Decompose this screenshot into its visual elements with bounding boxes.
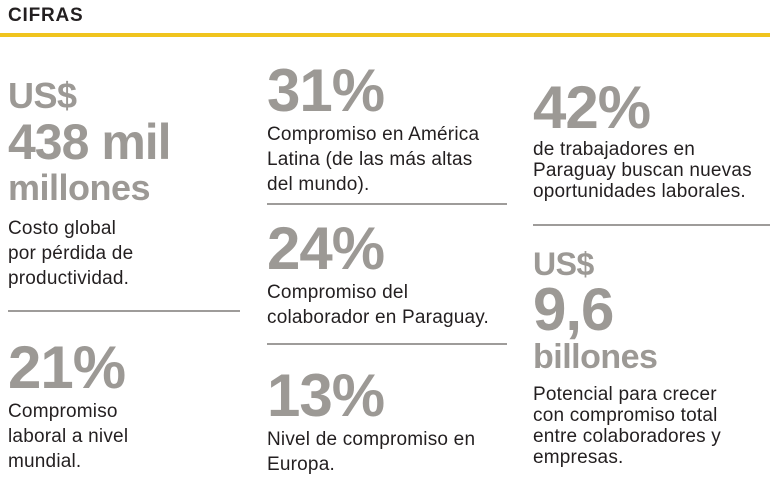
description-line: entre colaboradores y xyxy=(533,426,721,447)
description-line: Costo global xyxy=(8,218,117,239)
stat-description: Compromiso del colaborador en Paraguay. xyxy=(267,280,507,330)
accent-rule xyxy=(0,33,770,37)
stat-latam-engagement: 31% Compromiso en América Latina (de las… xyxy=(267,60,507,197)
description-line: Compromiso en América xyxy=(267,124,480,145)
description-line: oportunidades laborales. xyxy=(533,181,746,202)
description-line: Nivel de compromiso en xyxy=(267,429,476,450)
stat-paraguay-engagement: 24% Compromiso del colaborador en Paragu… xyxy=(267,218,507,330)
stat-value: 9,6 xyxy=(533,276,614,343)
stat-unit-suffix: billones xyxy=(533,338,658,376)
stat-global-cost: US$ 438 mil millones Costo global por pé… xyxy=(8,76,240,291)
description-line: Latina (de las más altas xyxy=(267,149,473,170)
description-line: productividad. xyxy=(8,268,130,289)
stat-description: Compromiso laboral a nivel mundial. xyxy=(8,399,240,474)
description-line: por pérdida de xyxy=(8,243,134,264)
description-line: Compromiso del xyxy=(267,282,409,303)
stat-value: 42% xyxy=(533,74,651,141)
description-line: Potencial para crecer xyxy=(533,384,717,405)
description-line: Compromiso xyxy=(8,401,118,422)
column-middle: 31% Compromiso en América Latina (de las… xyxy=(267,0,507,488)
column-right: 42% de trabajadores en Paraguay buscan n… xyxy=(533,0,770,488)
description-line: laboral a nivel xyxy=(8,426,129,447)
section-divider xyxy=(533,224,770,226)
stat-value: 24% xyxy=(267,215,385,282)
stat-job-seekers: 42% de trabajadores en Paraguay buscan n… xyxy=(533,74,770,203)
stat-growth-potential: US$ 9,6 billones Potencial para crecer c… xyxy=(533,246,770,468)
stat-value: 13% xyxy=(267,362,385,429)
stat-value: 31% xyxy=(267,57,385,124)
stat-currency-prefix: US$ xyxy=(533,246,594,282)
description-line: del mundo). xyxy=(267,174,370,195)
stat-description: Compromiso en América Latina (de las más… xyxy=(267,122,507,197)
stat-value: 21% xyxy=(8,334,126,401)
description-line: con compromiso total xyxy=(533,405,718,426)
stat-unit-suffix: millones xyxy=(8,167,151,208)
page-title: CIFRAS xyxy=(8,5,84,26)
stat-description: Nivel de compromiso en Europa. xyxy=(267,427,507,477)
stat-world-engagement: 21% Compromiso laboral a nivel mundial. xyxy=(8,337,240,474)
stat-description: Costo global por pérdida de productivida… xyxy=(8,216,240,291)
stat-description: de trabajadores en Paraguay buscan nueva… xyxy=(533,139,770,202)
section-divider xyxy=(8,310,240,312)
description-line: de trabajadores en xyxy=(533,139,696,160)
stat-europe-engagement: 13% Nivel de compromiso en Europa. xyxy=(267,365,507,477)
stat-description: Potencial para crecer con compromiso tot… xyxy=(533,384,770,468)
column-left: US$ 438 mil millones Costo global por pé… xyxy=(8,0,240,488)
description-line: Europa. xyxy=(267,454,335,475)
description-line: Paraguay buscan nuevas xyxy=(533,160,752,181)
description-line: colaborador en Paraguay. xyxy=(267,307,490,328)
stat-currency-prefix: US$ xyxy=(8,75,77,116)
section-divider xyxy=(267,343,507,345)
description-line: empresas. xyxy=(533,447,624,468)
description-line: mundial. xyxy=(8,451,82,472)
section-divider xyxy=(267,203,507,205)
stat-value: 438 mil xyxy=(8,114,172,170)
